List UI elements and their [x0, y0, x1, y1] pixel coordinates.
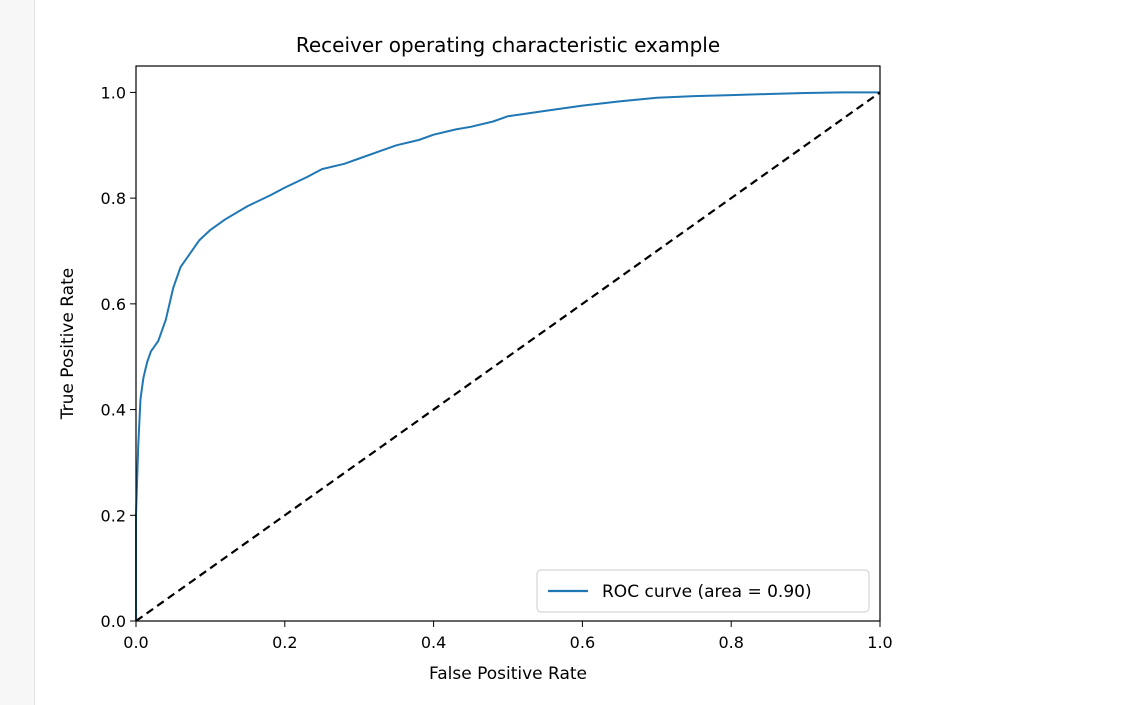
- legend: ROC curve (area = 0.90): [536, 569, 870, 613]
- x-tick-label: 0.4: [421, 633, 446, 652]
- y-tick-label: 0.6: [101, 295, 126, 314]
- plot-frame: [135, 65, 881, 622]
- y-tick-label: 0.4: [101, 401, 126, 420]
- y-tick-label: 0.0: [101, 612, 126, 631]
- y-tick-label: 1.0: [101, 83, 126, 102]
- legend-label-roc: ROC curve (area = 0.90): [602, 582, 812, 602]
- x-tick-label: 1.0: [867, 633, 892, 652]
- y-tick-label: 0.2: [101, 506, 126, 525]
- y-tick-label: 0.8: [101, 189, 126, 208]
- legend-box: [536, 569, 870, 613]
- x-tick-label: 0.2: [272, 633, 297, 652]
- roc-curve-line: [135, 91, 880, 621]
- x-axis-label: False Positive Rate: [429, 664, 587, 684]
- x-tick-label: 0.8: [718, 633, 743, 652]
- roc-figure: 0.0 0.2 0.4 0.6 0.8 1.0 0.0 0.2 0.4 0.6 0.8 1.0 Rec…: [35, 0, 1132, 705]
- y-axis-label: True Positive Rate: [58, 268, 78, 420]
- chance-diagonal-line: [135, 91, 881, 622]
- roc-chart: 0.0 0.2 0.4 0.6 0.8 1.0 0.0 0.2 0.4 0.6 0.8 1.0 Rec…: [58, 33, 893, 684]
- plot-area: [136, 66, 880, 621]
- x-tick-label: 0.0: [123, 633, 148, 652]
- notebook-gutter: [0, 0, 35, 705]
- x-tick-label: 0.6: [570, 633, 595, 652]
- chart-title: Receiver operating characteristic exampl…: [296, 33, 720, 57]
